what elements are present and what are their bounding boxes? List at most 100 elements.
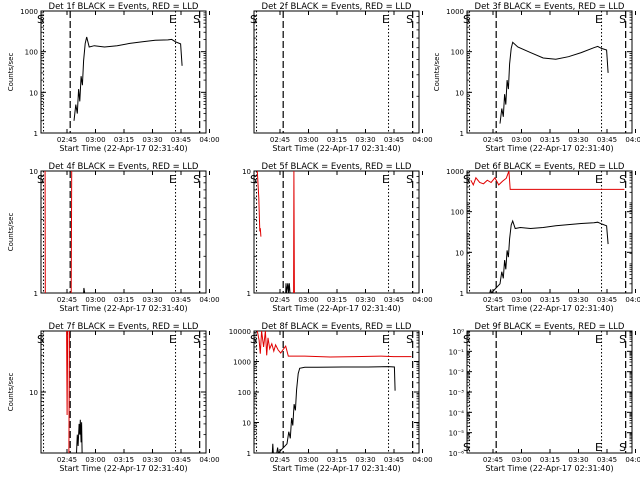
x-tick-label: 02:45 <box>483 296 503 304</box>
x-tick-label: 03:00 <box>85 136 105 144</box>
marker-label: S <box>463 173 470 186</box>
y-tick-label: 10 <box>455 249 464 257</box>
y-tick-label: 10 <box>29 389 38 397</box>
marker-label: S <box>37 173 44 186</box>
x-tick-label: 03:45 <box>597 136 617 144</box>
marker-label: S <box>406 13 413 26</box>
x-tick-label: 03:30 <box>568 296 588 304</box>
marker-label: S <box>463 13 470 26</box>
marker-label: S <box>406 173 413 186</box>
x-tick-label: 03:15 <box>540 456 560 464</box>
plot-frame <box>466 10 633 134</box>
marker-label: S <box>250 173 257 186</box>
detector-panel-8: Det 8f BLACK = Events, RED = LLD 02:45 03:… <box>213 320 433 480</box>
x-tick-label: 03:30 <box>355 136 375 144</box>
x-tick-label: 03:15 <box>114 136 134 144</box>
plot-area <box>256 11 414 133</box>
x-tick-label: 03:00 <box>511 456 531 464</box>
events-series-line <box>285 283 291 293</box>
detector-panel-2: Det 2f BLACK = Events, RED = LLD 02:45 03:… <box>213 0 433 160</box>
events-series-line <box>489 219 609 293</box>
marker-label: S <box>37 333 44 346</box>
y-tick-label: 10⁰ <box>452 328 464 336</box>
events-series-line <box>83 287 86 293</box>
detector-panel-3: Det 3f BLACK = Events, RED = LLD 02:45 03:… <box>426 0 640 160</box>
plot-area <box>469 331 627 453</box>
y-tick-label: 10000 <box>229 328 251 336</box>
y-tick-label: 10⁻² <box>449 369 465 377</box>
x-tick-label: 02:45 <box>483 456 503 464</box>
y-tick-label: 1000 <box>233 359 251 367</box>
y-tick-label: 1 <box>34 290 38 298</box>
lld-series-line <box>470 171 625 190</box>
x-tick-label: 03:45 <box>171 456 191 464</box>
x-axis-label: Start Time (22-Apr-17 02:31:40) <box>485 144 613 153</box>
plot-area <box>469 171 627 293</box>
marker-label: S <box>193 13 200 26</box>
panel-svg: Det 9f BLACK = Events, RED = LLD 02:45 03:… <box>449 322 640 473</box>
panel-svg: Det 3f BLACK = Events, RED = LLD 02:45 03:… <box>433 2 640 153</box>
y-axis-label: Counts/sec <box>7 373 15 412</box>
y-tick-label: 10⁻³ <box>449 389 465 397</box>
panel-title: Det 6f BLACK = Events, RED = LLD <box>475 162 625 172</box>
x-tick-label: 03:30 <box>142 456 162 464</box>
marker-label: S <box>193 173 200 186</box>
y-tick-label: 1 <box>34 130 38 138</box>
lld-series-line <box>66 331 69 416</box>
plot-area <box>469 11 627 133</box>
lld-series-line <box>256 331 412 358</box>
marker-label: S <box>619 333 626 346</box>
y-tick-label: 1000 <box>446 8 464 16</box>
x-tick-label: 03:45 <box>597 456 617 464</box>
panel-title: Det 4f BLACK = Events, RED = LLD <box>49 162 199 172</box>
x-tick-label: 03:45 <box>597 296 617 304</box>
panel-title: Det 5f BLACK = Events, RED = LLD <box>262 162 412 172</box>
y-tick-label: 10⁻¹ <box>449 348 465 356</box>
plot-area <box>43 11 201 133</box>
y-tick-label: 1 <box>460 130 464 138</box>
x-tick-label: 03:15 <box>327 136 347 144</box>
plot-area <box>256 331 414 453</box>
x-tick-label: 03:00 <box>511 296 531 304</box>
y-tick-label: 100 <box>451 209 464 217</box>
y-tick-label: 1 <box>247 290 251 298</box>
plot-area <box>43 171 201 293</box>
marker-label-bottom: S <box>619 441 626 454</box>
panel-svg: Det 5f BLACK = Events, RED = LLD 02:45 03:… <box>242 162 433 313</box>
y-tick-label: 100 <box>451 49 464 57</box>
y-axis-label: Counts/sec <box>7 53 15 92</box>
plot-area <box>256 171 414 293</box>
events-series-line <box>73 36 183 121</box>
x-tick-label: 02:45 <box>270 296 290 304</box>
x-tick-label: 03:45 <box>384 456 404 464</box>
x-tick-label: 04:00 <box>199 456 219 464</box>
detector-panel-9: Det 9f BLACK = Events, RED = LLD 02:45 03:… <box>426 320 640 480</box>
detector-panel-6: Det 6f BLACK = Events, RED = LLD 02:45 03:… <box>426 160 640 320</box>
x-tick-label: 03:00 <box>85 456 105 464</box>
detector-panel-7: Det 7f BLACK = Events, RED = LLD 02:45 03:… <box>0 320 220 480</box>
panel-svg: Det 7f BLACK = Events, RED = LLD 02:45 03:… <box>7 322 220 473</box>
panel-svg: Det 6f BLACK = Events, RED = LLD 02:45 03:… <box>446 162 640 313</box>
marker-label: S <box>619 173 626 186</box>
events-series-line <box>76 419 83 453</box>
x-axis-label: Start Time (22-Apr-17 02:31:40) <box>272 464 400 473</box>
x-axis-label: Start Time (22-Apr-17 02:31:40) <box>272 304 400 313</box>
x-axis-label: Start Time (22-Apr-17 02:31:40) <box>59 144 187 153</box>
plot-frame <box>40 330 207 454</box>
x-axis-label: Start Time (22-Apr-17 02:31:40) <box>272 144 400 153</box>
x-tick-label: 03:00 <box>298 136 318 144</box>
x-axis-label: Start Time (22-Apr-17 02:31:40) <box>485 464 613 473</box>
x-tick-label: 03:15 <box>540 296 560 304</box>
panel-title: Det 3f BLACK = Events, RED = LLD <box>475 2 625 12</box>
x-axis-label: Start Time (22-Apr-17 02:31:40) <box>59 304 187 313</box>
events-series-line <box>499 41 609 124</box>
y-axis-label: Counts/sec <box>7 213 15 252</box>
x-tick-label: 03:45 <box>384 136 404 144</box>
x-tick-label: 04:00 <box>412 136 432 144</box>
marker-label: S <box>250 333 257 346</box>
plot-frame <box>466 330 633 454</box>
x-tick-label: 03:15 <box>540 136 560 144</box>
y-tick-label: 10⁻⁴ <box>449 409 465 417</box>
marker-label: E <box>169 173 176 186</box>
marker-label: E <box>595 13 602 26</box>
